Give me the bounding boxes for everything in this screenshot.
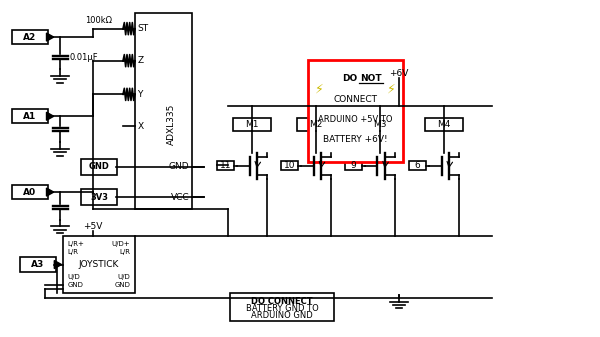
Text: L/R+: L/R+	[68, 241, 85, 247]
Text: U/D: U/D	[118, 274, 130, 280]
Bar	[135, 13, 192, 209]
Text: 9: 9	[350, 161, 356, 170]
Text: DO CONNECT: DO CONNECT	[251, 297, 313, 306]
Text: ⚡: ⚡	[387, 83, 395, 95]
Bar	[281, 161, 298, 170]
Text: ST: ST	[137, 24, 149, 33]
Text: JOYSTICK: JOYSTICK	[79, 260, 119, 269]
Text: GND: GND	[89, 162, 109, 171]
Text: ADXL335: ADXL335	[166, 104, 175, 145]
Text: CONNECT: CONNECT	[334, 95, 377, 103]
Text: ⚡: ⚡	[316, 83, 324, 95]
Text: NOT: NOT	[359, 74, 382, 83]
Text: A3: A3	[31, 260, 44, 269]
Text: M1: M1	[245, 120, 259, 129]
Text: U/D: U/D	[68, 274, 80, 280]
Polygon shape	[47, 33, 54, 41]
Text: A2: A2	[23, 33, 37, 41]
Text: 100kΩ: 100kΩ	[86, 16, 113, 25]
Text: BATTERY GND TO: BATTERY GND TO	[245, 304, 319, 313]
Bar	[425, 118, 463, 131]
Text: X: X	[137, 122, 143, 131]
Bar	[217, 161, 234, 170]
Bar	[345, 161, 362, 170]
Text: M3: M3	[373, 120, 386, 129]
Text: GND: GND	[169, 162, 190, 171]
Text: 3V3: 3V3	[90, 193, 108, 202]
Text: ARDUINO +5V TO: ARDUINO +5V TO	[318, 115, 393, 124]
Bar	[63, 236, 135, 293]
Text: 0.01μF: 0.01μF	[69, 53, 98, 62]
Bar	[233, 118, 271, 131]
FancyBboxPatch shape	[308, 60, 403, 162]
Text: 6: 6	[415, 161, 421, 170]
Text: U/D+: U/D+	[112, 241, 130, 247]
Text: BATTERY +6V!: BATTERY +6V!	[323, 135, 388, 144]
Text: 10: 10	[284, 161, 296, 170]
Text: GND: GND	[115, 282, 130, 288]
Text: 11: 11	[220, 161, 232, 170]
Bar	[409, 161, 426, 170]
Polygon shape	[54, 261, 61, 269]
Text: +6V: +6V	[389, 68, 409, 78]
Text: +5V: +5V	[83, 222, 103, 231]
Text: L/R: L/R	[68, 249, 79, 255]
Text: DO: DO	[342, 74, 357, 83]
Text: GND: GND	[68, 282, 83, 288]
Text: M2: M2	[310, 120, 323, 129]
Polygon shape	[47, 112, 54, 120]
Polygon shape	[47, 188, 54, 196]
Text: Y: Y	[137, 90, 143, 99]
Text: M4: M4	[437, 120, 451, 129]
Bar	[297, 118, 335, 131]
Text: Z: Z	[137, 56, 143, 65]
Text: ARDUINO GND: ARDUINO GND	[251, 311, 313, 319]
Bar	[361, 118, 399, 131]
Text: VCC: VCC	[171, 193, 190, 202]
Text: A1: A1	[23, 112, 37, 121]
Text: A0: A0	[23, 188, 37, 196]
Text: L/R: L/R	[119, 249, 130, 255]
